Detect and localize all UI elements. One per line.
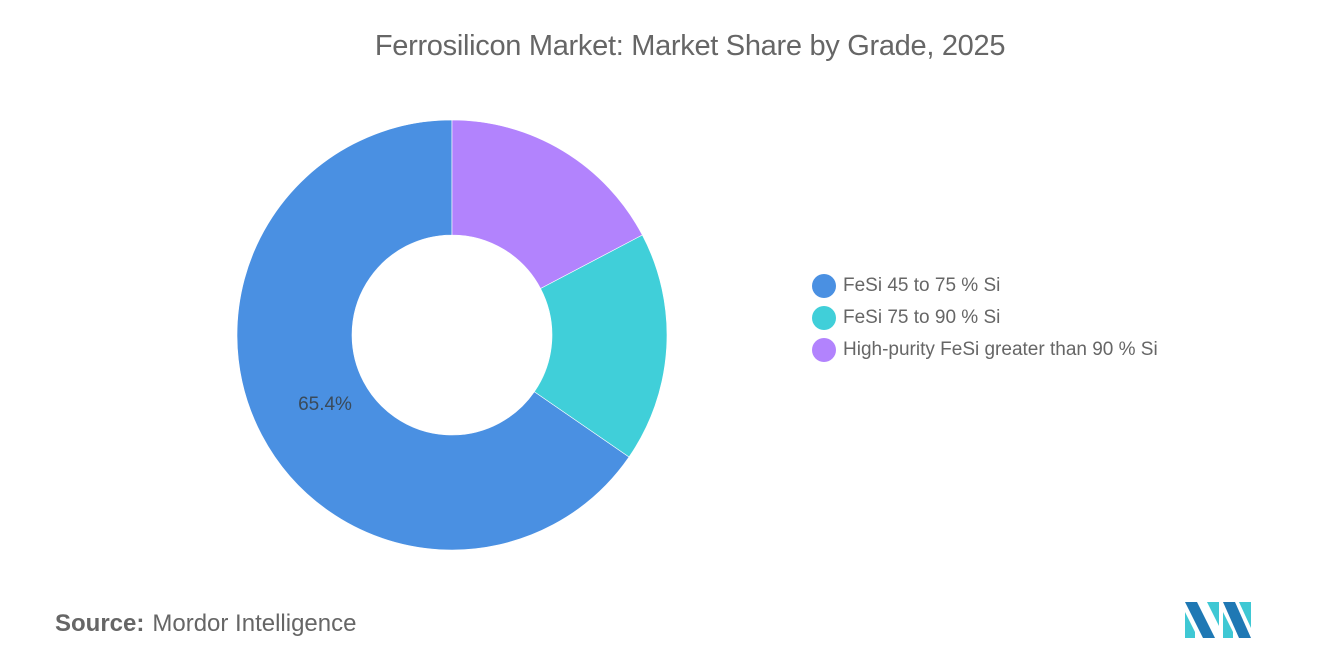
legend-label: FeSi 45 to 75 % Si	[843, 275, 1001, 296]
slice-data-label: 65.4%	[298, 394, 352, 415]
donut-slice[interactable]	[451, 119, 643, 289]
legend: FeSi 45 to 75 % Si FeSi 75 to 90 % Si Hi…	[812, 270, 1158, 366]
legend-label: FeSi 75 to 90 % Si	[843, 307, 1001, 328]
legend-item-high-purity-fesi[interactable]: High-purity FeSi greater than 90 % Si	[812, 334, 1158, 366]
legend-item-fesi-75-90[interactable]: FeSi 75 to 90 % Si	[812, 302, 1158, 334]
legend-swatch-circle-icon	[812, 274, 836, 298]
source-key: Source:	[55, 610, 145, 637]
chart-title: Ferrosilicon Market: Market Share by Gra…	[374, 30, 1006, 62]
legend-swatch-circle-icon	[812, 338, 836, 362]
mordor-intelligence-logo-icon	[1185, 602, 1251, 638]
source-value: Mordor Intelligence	[152, 610, 357, 637]
donut-slice[interactable]	[533, 234, 668, 458]
legend-item-fesi-45-75[interactable]: FeSi 45 to 75 % Si	[812, 270, 1158, 302]
legend-swatch-circle-icon	[812, 306, 836, 330]
donut-slice[interactable]	[236, 119, 630, 551]
source-note: Source: Mordor Intelligence	[55, 610, 356, 638]
legend-label: High-purity FeSi greater than 90 % Si	[843, 339, 1158, 360]
